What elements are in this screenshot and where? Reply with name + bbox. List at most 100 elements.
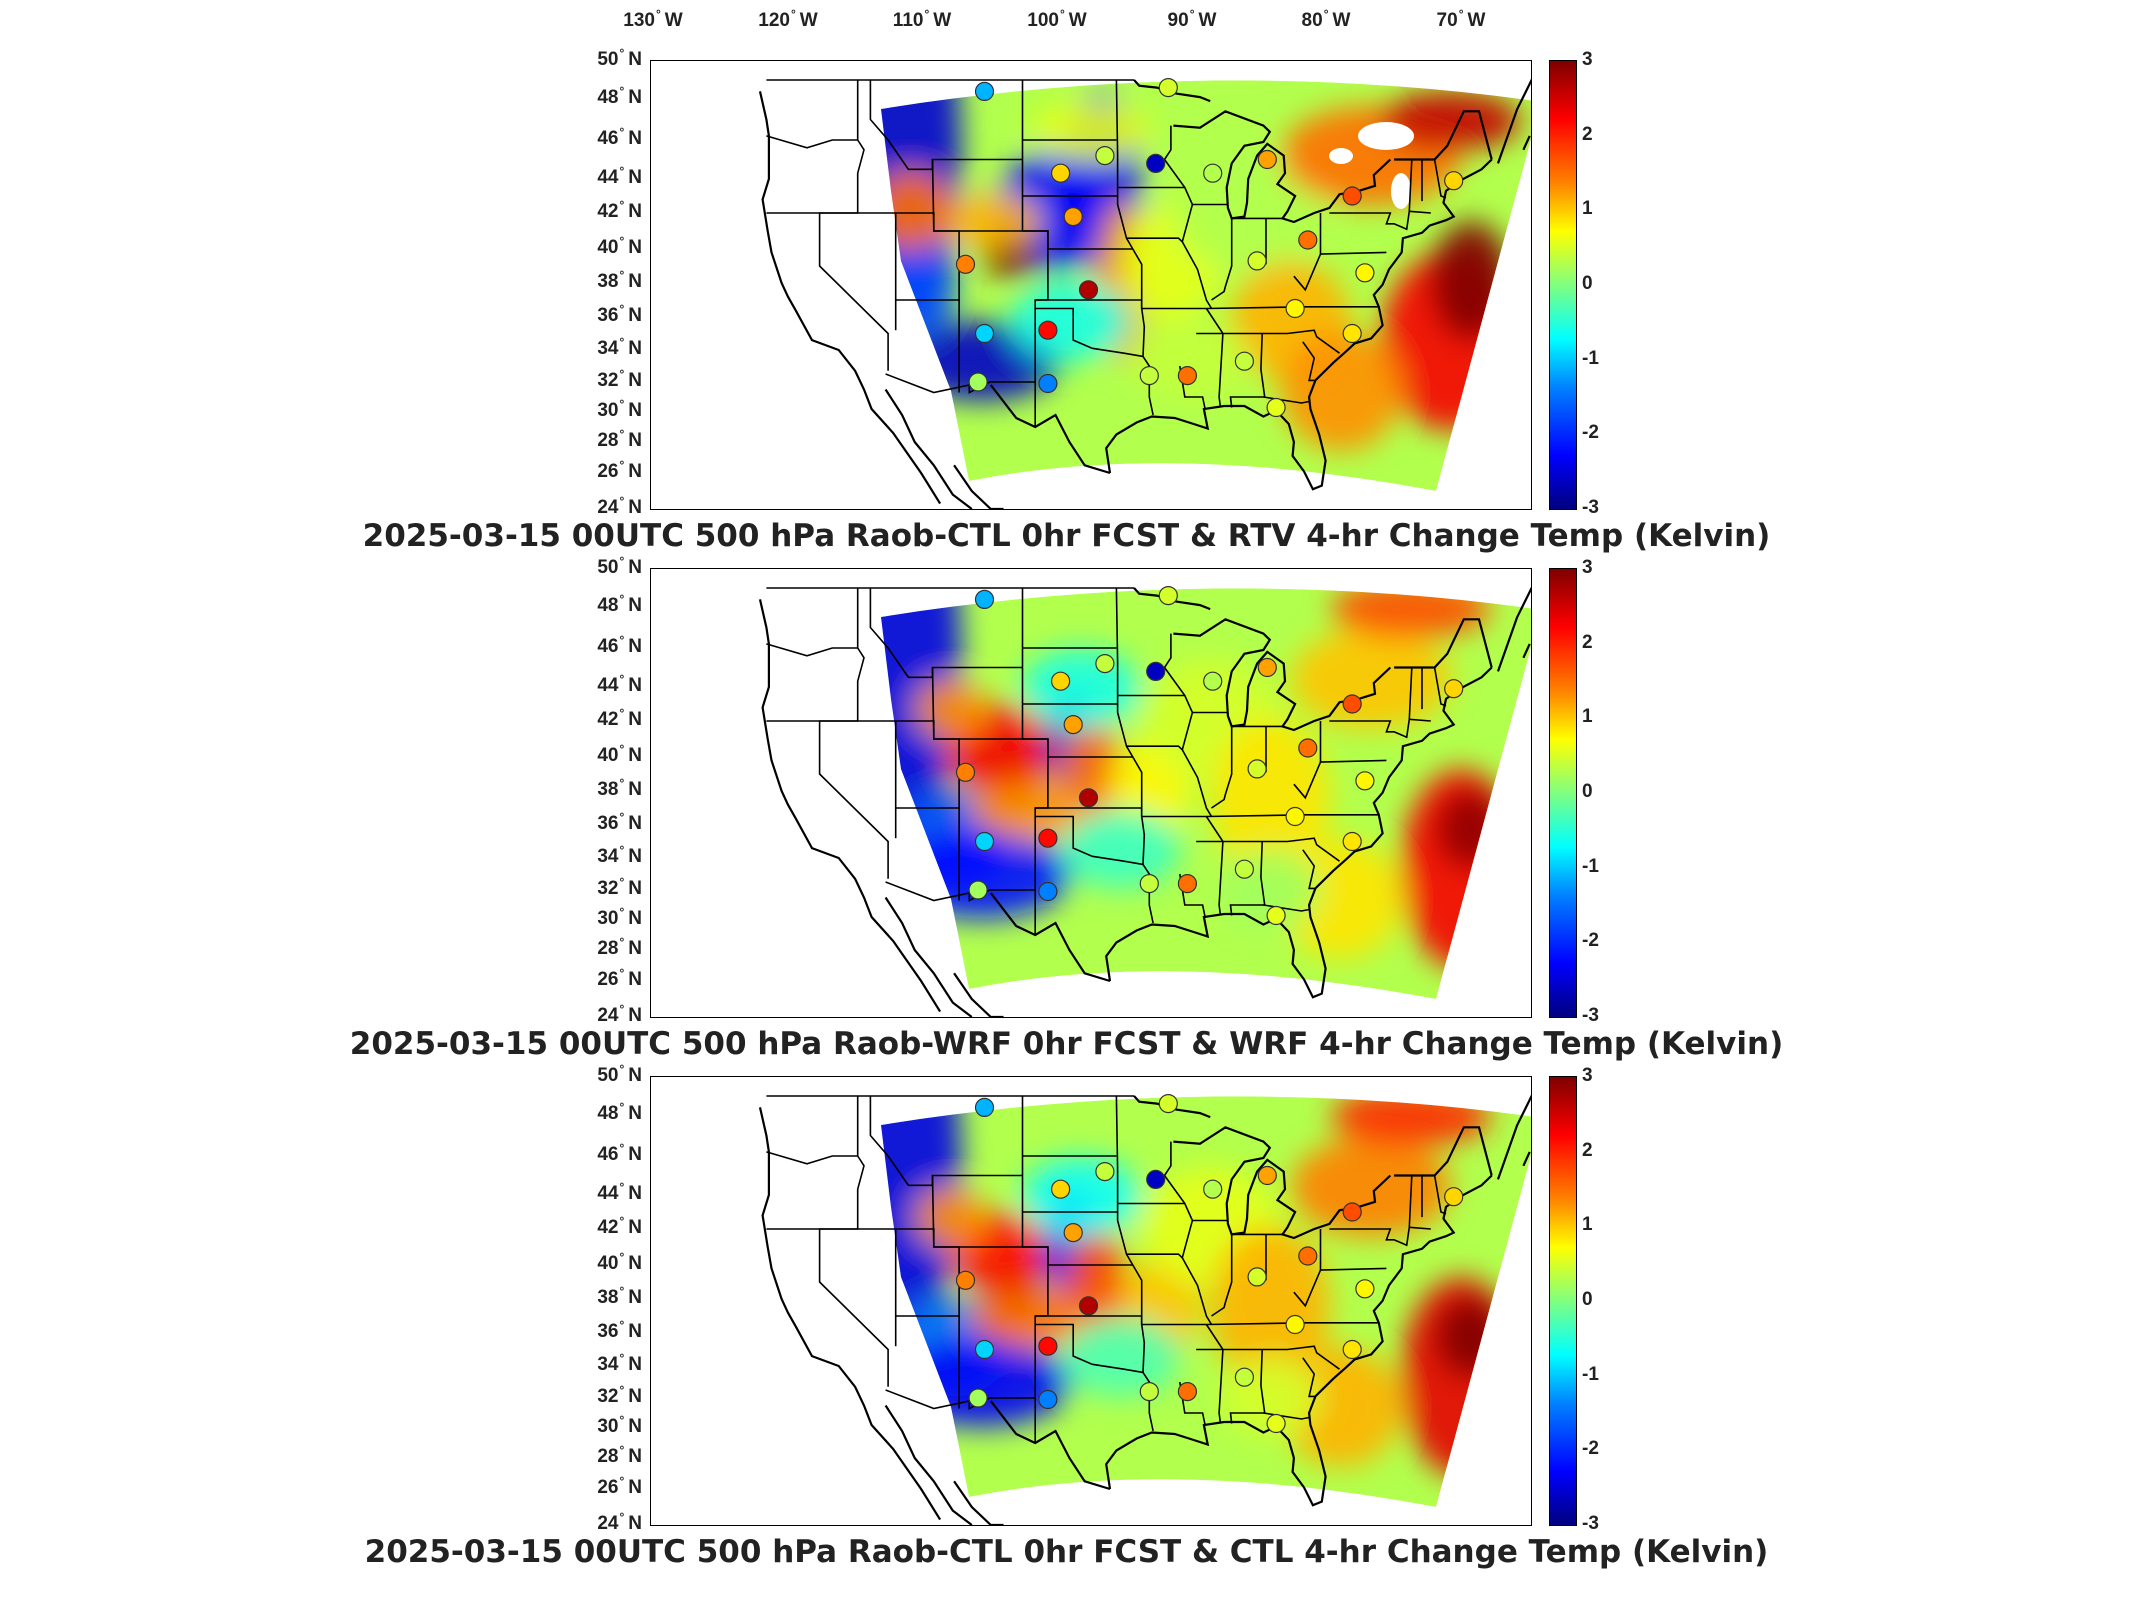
raob-station-marker (1298, 738, 1318, 758)
raob-station-marker (968, 880, 988, 900)
state-border (869, 80, 1023, 171)
field-anomaly (1436, 1297, 1506, 1377)
lat-label: 32° N (597, 1383, 642, 1407)
coastline-segment (884, 896, 973, 1017)
raob-station-marker (1038, 1336, 1058, 1356)
state-border (895, 159, 960, 301)
raob-station-marker (1177, 366, 1198, 386)
raob-station-marker (1158, 78, 1178, 98)
state-border (818, 80, 889, 371)
coastline-segment (989, 1400, 1111, 1491)
colorbar (1549, 60, 1577, 510)
colorbar (1549, 568, 1577, 1018)
field-anomaly (1291, 629, 1451, 729)
lat-label: 44° N (597, 1180, 642, 1204)
field-anomaly (1061, 1317, 1181, 1397)
lat-label: 46° N (597, 125, 642, 149)
raob-station-marker (1266, 905, 1286, 926)
coastline-segment (758, 91, 942, 505)
colorbar-tick-label: -3 (1582, 1513, 1599, 1534)
raob-station-marker (1038, 320, 1058, 340)
raob-station-marker (1203, 163, 1223, 183)
field-anomaly (1211, 1227, 1331, 1387)
raob-station-marker (1285, 1314, 1305, 1335)
colorbar-tick-label: 2 (1582, 631, 1593, 653)
field-anomaly (1021, 1157, 1141, 1237)
state-border (1211, 218, 1233, 301)
raob-station-marker (1257, 1165, 1277, 1186)
lat-label: 38° N (597, 776, 642, 800)
raob-station-marker (1342, 323, 1362, 344)
state-boundaries (766, 79, 1447, 427)
raob-station-marker (1038, 373, 1058, 394)
colorbar-tick-label: 3 (1582, 49, 1593, 70)
latitude-axis: 50° N 48° N 46° N 44° N 42° N 40° N 38° N 36° N 34° N 32° N… (560, 1062, 642, 1536)
state-border (1196, 837, 1340, 862)
state-border (1022, 587, 1119, 705)
lat-label: 32° N (597, 367, 642, 391)
colorbar-ticks: 3 2 1 0 -1 -2 -3 (1582, 1065, 1642, 1534)
coastline-segment (1394, 1126, 1493, 1177)
lat-label: 28° N (597, 427, 642, 451)
state-border (1196, 1345, 1340, 1370)
longitude-axis: 130° W 120° W 110° W 100° W 90° W 80° W 70° W (0, 0, 2133, 40)
raob-station-marker (1342, 1339, 1362, 1360)
missing-data-patch (1391, 173, 1411, 209)
coastline-segment (1522, 1151, 1531, 1167)
colorbar-tick-label: 0 (1582, 1289, 1593, 1310)
state-border (1163, 1141, 1186, 1204)
colorbar-tick-label: -1 (1582, 855, 1599, 877)
colorbar-ticks: 3 2 1 0 -1 -2 -3 (1582, 49, 1642, 518)
raob-station-marker (968, 1388, 988, 1408)
map-frame (650, 60, 1532, 510)
lat-label: 28° N (597, 935, 642, 959)
field-anomaly (1131, 321, 1251, 401)
field-anomaly (1331, 1096, 1491, 1147)
state-border (1319, 1229, 1387, 1271)
coastline-segment (1105, 158, 1493, 491)
raob-station-marker (955, 762, 976, 782)
state-border (766, 643, 858, 657)
state-border (869, 1096, 1023, 1187)
state-border (1302, 1357, 1316, 1398)
field-anomaly (971, 1287, 1091, 1347)
lat-label: 26° N (597, 966, 642, 990)
lat-label: 46° N (597, 1141, 642, 1165)
raob-station-marker (1078, 788, 1099, 808)
coastline (758, 586, 1531, 1017)
lat-label: 36° N (597, 1318, 642, 1342)
state-border (1117, 694, 1194, 752)
lat-label: 36° N (597, 810, 642, 834)
state-border (895, 1175, 960, 1317)
coastline-segment (758, 599, 942, 1013)
raob-stations (955, 586, 1464, 926)
field-anomaly (881, 1096, 961, 1342)
coastline-segment (758, 1107, 942, 1521)
raob-station-marker (1257, 149, 1277, 170)
lat-label: 48° N (597, 1100, 642, 1124)
lon-label: 130° W (623, 7, 683, 31)
lat-label: 40° N (597, 1250, 642, 1274)
raob-station-marker (1203, 1179, 1223, 1199)
raob-station-marker (1247, 759, 1267, 779)
raob-station-marker (1139, 366, 1159, 386)
raob-station-marker (1266, 1413, 1286, 1434)
state-border (1035, 815, 1144, 866)
raob-station-marker (1139, 874, 1159, 894)
colorbar-tick-label: 2 (1582, 1139, 1593, 1161)
raob-station-marker (1095, 1161, 1115, 1182)
lat-label: 26° N (597, 1474, 642, 1498)
raob-station-marker (1234, 1367, 1255, 1387)
raob-station-marker (1342, 694, 1362, 714)
map-panel-wrf: 50° N 48° N 46° N 44° N 42° N 40° N 38° N 36° N 34° N 32° N… (0, 554, 2133, 1073)
missing-data-patch (1329, 148, 1353, 164)
state-border (1035, 1323, 1144, 1374)
state-border (1022, 1095, 1119, 1213)
raob-station-marker (1095, 653, 1115, 674)
map-frame (650, 1076, 1532, 1526)
coastline-segment (953, 464, 1004, 509)
state-border (818, 588, 889, 879)
raob-station-marker (1444, 171, 1464, 191)
state-border (1205, 1324, 1224, 1423)
raob-station-marker (1234, 351, 1255, 371)
